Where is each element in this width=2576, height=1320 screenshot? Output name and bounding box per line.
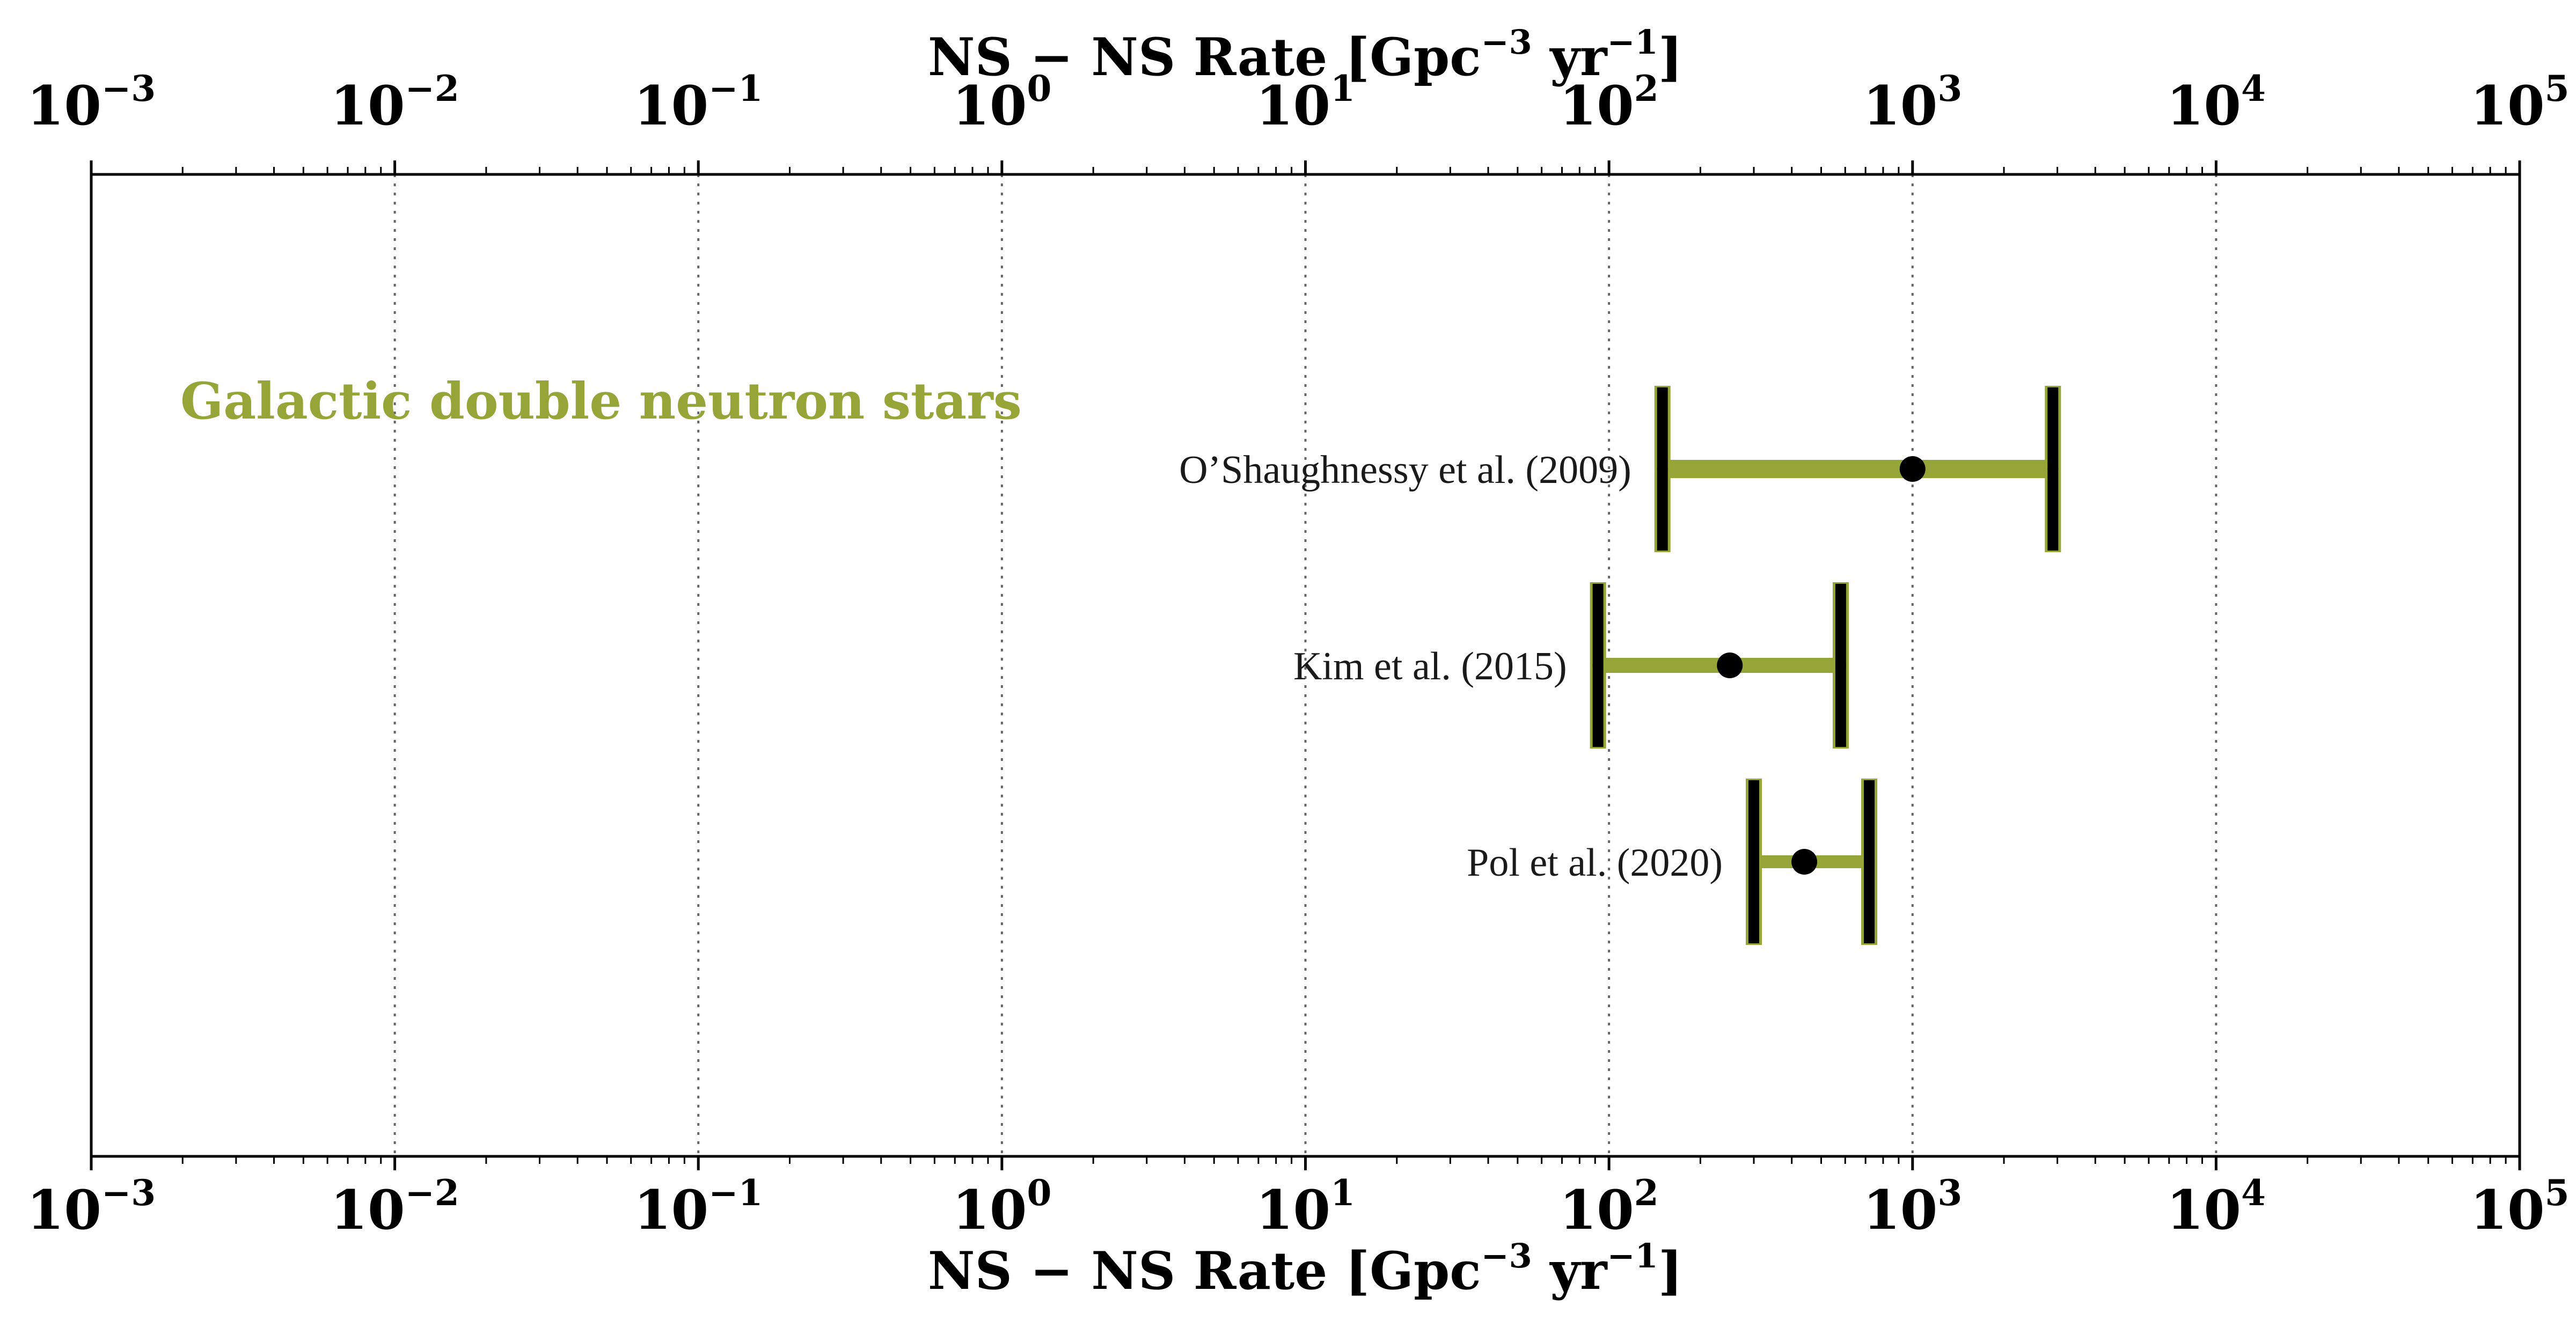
error-end-dot — [2047, 464, 2059, 474]
tick-label: 101 — [1256, 1172, 1355, 1242]
error-end-dot — [1657, 464, 1668, 474]
top-axis-tick-labels: 10−3 10−2 10−1 100 101 102 103 104 105 — [27, 68, 2570, 137]
tick-label: 10−1 — [634, 1172, 763, 1242]
top-axis-title: NS − NS Rate [Gpc−3 yr−1] — [928, 23, 1682, 87]
tick-label: 10−3 — [27, 1172, 156, 1242]
error-end-dot — [1592, 660, 1604, 671]
bottom-axis-tick-labels: 10−3 10−2 10−1 100 101 102 103 104 105 — [27, 1172, 2570, 1242]
tick-label: 103 — [1863, 68, 1962, 137]
tick-label: 103 — [1863, 1172, 1962, 1242]
tick-label: 100 — [952, 1172, 1051, 1242]
tick-label: 102 — [1560, 1172, 1659, 1242]
entry-label: Kim et al. (2015) — [1293, 644, 1567, 688]
entries-layer: O’Shaughnessy et al. (2009) Kim et al. (2… — [1179, 386, 2061, 945]
tick-label: 102 — [1560, 68, 1659, 137]
rate-point — [1717, 652, 1743, 678]
tick-label: 10−2 — [330, 1172, 459, 1242]
error-end-dot — [1835, 660, 1846, 671]
entry-group: O’Shaughnessy et al. (2009) — [1179, 386, 2061, 552]
entry-group: Pol et al. (2020) — [1467, 779, 1878, 945]
tick-label: 104 — [2167, 1172, 2266, 1242]
rate-point — [1899, 456, 1926, 482]
top-axis-ticks — [90, 160, 2521, 174]
tick-label: 105 — [2470, 1172, 2569, 1242]
entry-label: Pol et al. (2020) — [1467, 841, 1723, 885]
tick-label: 105 — [2470, 68, 2569, 137]
tick-label: 10−1 — [634, 68, 763, 137]
tick-label: 10−2 — [330, 68, 459, 137]
tick-label: 100 — [952, 68, 1051, 137]
error-end-dot — [1748, 856, 1759, 867]
bottom-axis-title: NS − NS Rate [Gpc−3 yr−1] — [928, 1236, 1682, 1301]
tick-label: 104 — [2167, 68, 2266, 137]
rate-point — [1791, 849, 1818, 875]
bottom-axis-ticks — [90, 1156, 2521, 1170]
group-label: Galactic double neutron stars — [180, 372, 1022, 431]
tick-label: 10−3 — [27, 68, 156, 137]
tick-label: 101 — [1256, 68, 1355, 137]
error-end-dot — [1864, 856, 1875, 867]
entry-group: Kim et al. (2015) — [1293, 582, 1849, 749]
entry-label: O’Shaughnessy et al. (2009) — [1179, 448, 1631, 492]
